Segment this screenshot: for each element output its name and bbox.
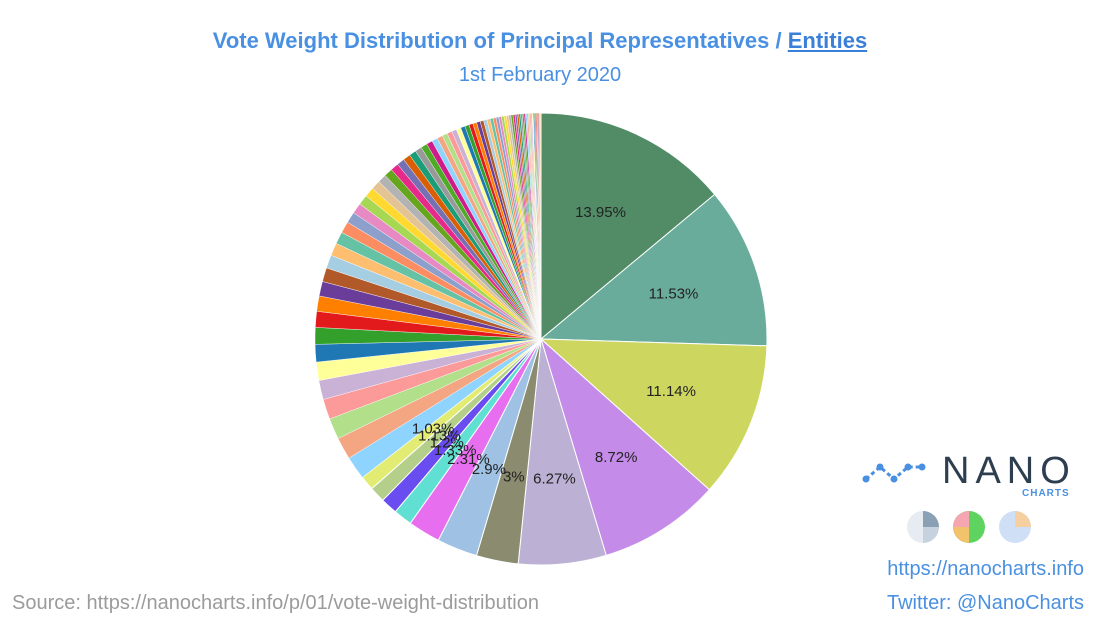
pie-slice-4[interactable]	[540, 337, 711, 557]
pie-slice-3[interactable]	[539, 338, 768, 491]
pie-color-icon	[953, 511, 985, 543]
pie-label-8: 2.31%	[447, 451, 490, 468]
pie-slice-other[interactable]	[539, 112, 542, 340]
chart-title-main: Vote Weight Distribution of Principal Re…	[212, 28, 788, 53]
brand-wordmark: NANO	[942, 450, 1076, 492]
brand-logo: NANO	[862, 450, 1082, 493]
pie-gray-icon	[907, 511, 939, 543]
brand-block: NANO CHARTS	[862, 450, 1082, 543]
pie-label-5: 6.27%	[533, 471, 576, 488]
pie-slices	[314, 112, 768, 566]
chart-title: Vote Weight Distribution of Principal Re…	[0, 28, 1080, 54]
entities-link[interactable]: Entities	[787, 28, 868, 53]
twitter-link[interactable]: Twitter: @NanoCharts	[886, 592, 1084, 614]
pie-label-2: 11.53%	[649, 285, 699, 302]
pie-light-icon	[999, 511, 1031, 543]
pie-slice-1[interactable]	[540, 112, 716, 341]
nano-wave-icon	[862, 463, 926, 482]
pie-labels: 13.95%11.53%11.14%8.72%6.27%3%2.9%2.31%1…	[412, 204, 699, 487]
brand-sub: CHARTS	[1022, 488, 1070, 499]
pie-label-10: 1.2%	[430, 435, 464, 452]
pie-label-9: 1.33%	[434, 442, 477, 459]
pie-label-3: 11.14%	[646, 383, 696, 400]
brand-icons	[906, 510, 1032, 544]
site-link[interactable]: https://nanocharts.info	[887, 558, 1084, 580]
pie-label-7: 2.9%	[472, 461, 506, 478]
chart-subtitle: 1st February 2020	[458, 64, 622, 86]
source-text: Source: https://nanocharts.info/p/01/vot…	[12, 592, 539, 614]
pie-label-4: 8.72%	[595, 449, 638, 466]
pie-slice-2[interactable]	[539, 193, 768, 347]
pie-label-6: 3%	[503, 469, 525, 486]
pie-label-1: 13.95%	[575, 204, 626, 221]
pie-label-12: 1.03%	[412, 420, 455, 437]
pie-label-11: 1.13%	[418, 428, 461, 445]
